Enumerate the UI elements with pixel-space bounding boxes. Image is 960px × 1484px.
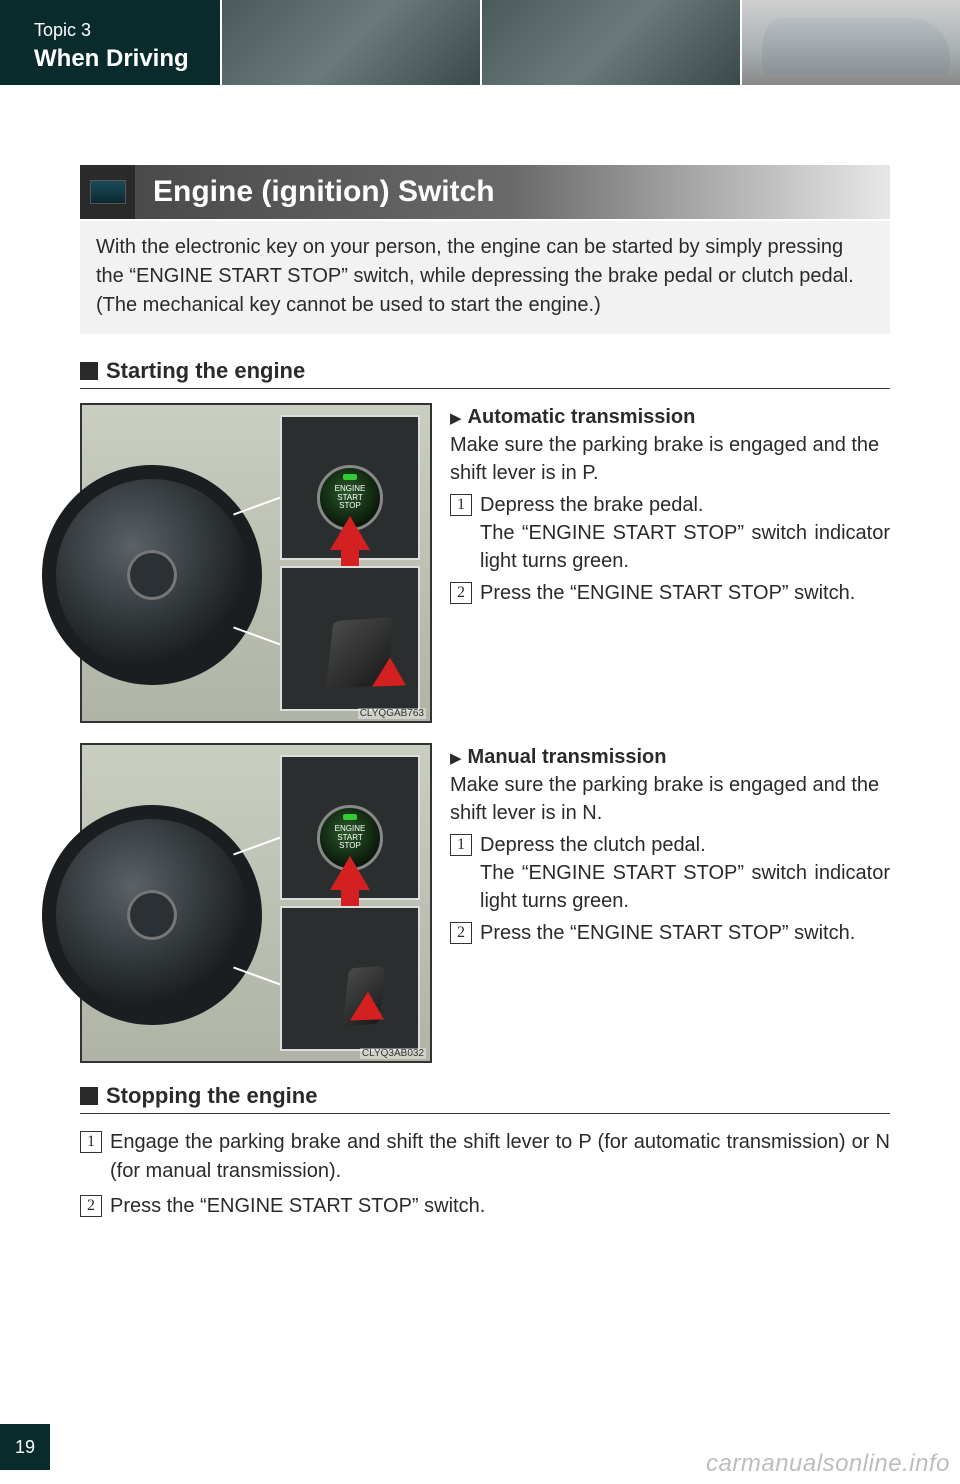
figure-code-manual: CLYQ3AB032	[360, 1048, 426, 1059]
stopping-step2-text: Press the “ENGINE START STOP” switch.	[110, 1192, 890, 1221]
auto-step2-text: Press the “ENGINE START STOP” switch.	[480, 579, 890, 607]
square-bullet-icon	[80, 362, 98, 380]
auto-sub: Automatic transmission	[468, 406, 696, 428]
intro-box: With the electronic key on your person, …	[80, 221, 890, 334]
title-text: Engine (ignition) Switch	[135, 165, 890, 219]
inset-start-button: ENGINE START STOP	[280, 755, 420, 900]
square-bullet-icon	[80, 1087, 98, 1105]
manual-sub-line: ▶ Manual transmission	[450, 743, 890, 771]
figure-manual: ENGINE START STOP CLYQ3AB032	[80, 743, 432, 1063]
button-label: ENGINE START STOP	[335, 485, 366, 511]
title-icon	[80, 165, 135, 219]
page-number-tab: 19	[0, 1424, 50, 1470]
auto-step-1: 1 Depress the brake pedal.	[450, 491, 890, 519]
figure-automatic: ENGINE START STOP CLYQGAB763	[80, 403, 432, 723]
triangle-bullet-icon: ▶	[450, 750, 462, 767]
stopping-step-1: 1 Engage the parking brake and shift the…	[80, 1128, 890, 1186]
subhead-starting: Starting the engine	[80, 358, 890, 389]
topic-label: Topic 3	[34, 20, 189, 41]
indicator-led	[343, 814, 357, 820]
manual-step2-text: Press the “ENGINE START STOP” switch.	[480, 919, 890, 947]
header-photo-strip	[220, 0, 960, 85]
auto-step1-text: Depress the brake pedal.	[480, 491, 890, 519]
page-number: 19	[15, 1437, 35, 1458]
button-label: ENGINE START STOP	[335, 825, 366, 851]
auto-sub-line: ▶ Automatic transmission	[450, 403, 890, 431]
subhead-starting-text: Starting the engine	[106, 358, 305, 384]
manual-sub: Manual transmission	[468, 746, 667, 768]
subhead-stopping-text: Stopping the engine	[106, 1083, 317, 1109]
stopping-step-2: 2 Press the “ENGINE START STOP” switch.	[80, 1192, 890, 1221]
title-bar: Engine (ignition) Switch	[80, 165, 890, 219]
page-content: Engine (ignition) Switch With the electr…	[0, 85, 960, 1221]
callout-line	[233, 837, 281, 856]
header-photo-car	[740, 0, 960, 85]
step-number-box: 2	[450, 922, 472, 944]
text-manual: ▶ Manual transmission Make sure the parki…	[450, 743, 890, 1063]
auto-step1-note: The “ENGINE START STOP” switch indicator…	[450, 519, 890, 575]
red-arrow-up-icon	[330, 856, 370, 890]
figure-code-auto: CLYQGAB763	[358, 708, 426, 719]
manual-step1-note: The “ENGINE START STOP” switch indicator…	[450, 859, 890, 915]
manual-step-1: 1 Depress the clutch pedal.	[450, 831, 890, 859]
stopping-steps: 1 Engage the parking brake and shift the…	[80, 1128, 890, 1221]
inset-clutch-pedal	[280, 906, 420, 1051]
section-title: When Driving	[34, 45, 189, 73]
header-photo-interior-1	[220, 0, 480, 85]
row-automatic: ENGINE START STOP CLYQGAB763 ▶ Automatic …	[80, 403, 890, 723]
header-band: Topic 3 When Driving	[0, 0, 960, 85]
step-number-box: 1	[80, 1131, 102, 1153]
step-number-box: 1	[450, 494, 472, 516]
row-manual: ENGINE START STOP CLYQ3AB032 ▶ Manual tra…	[80, 743, 890, 1063]
indicator-led	[343, 474, 357, 480]
watermark: carmanualsonline.info	[706, 1450, 950, 1478]
callout-line	[233, 497, 281, 516]
steering-wheel-graphic	[42, 805, 262, 1025]
subhead-stopping: Stopping the engine	[80, 1083, 890, 1114]
steering-wheel-graphic	[42, 465, 262, 685]
manual-lead: Make sure the parking brake is engaged a…	[450, 771, 890, 827]
triangle-bullet-icon: ▶	[450, 410, 462, 427]
header-text-block: Topic 3 When Driving	[0, 20, 189, 85]
inset-start-button: ENGINE START STOP	[280, 415, 420, 560]
stopping-step1-text: Engage the parking brake and shift the s…	[110, 1128, 890, 1186]
manual-step-2: 2 Press the “ENGINE START STOP” switch.	[450, 919, 890, 947]
step-number-box: 1	[450, 834, 472, 856]
text-automatic: ▶ Automatic transmission Make sure the pa…	[450, 403, 890, 723]
inset-brake-pedal	[280, 566, 420, 711]
step-number-box: 2	[80, 1195, 102, 1217]
manual-step1-text: Depress the clutch pedal.	[480, 831, 890, 859]
auto-step-2: 2 Press the “ENGINE START STOP” switch.	[450, 579, 890, 607]
auto-lead: Make sure the parking brake is engaged a…	[450, 431, 890, 487]
step-number-box: 2	[450, 582, 472, 604]
header-photo-interior-2	[480, 0, 740, 85]
red-arrow-up-icon	[330, 516, 370, 550]
